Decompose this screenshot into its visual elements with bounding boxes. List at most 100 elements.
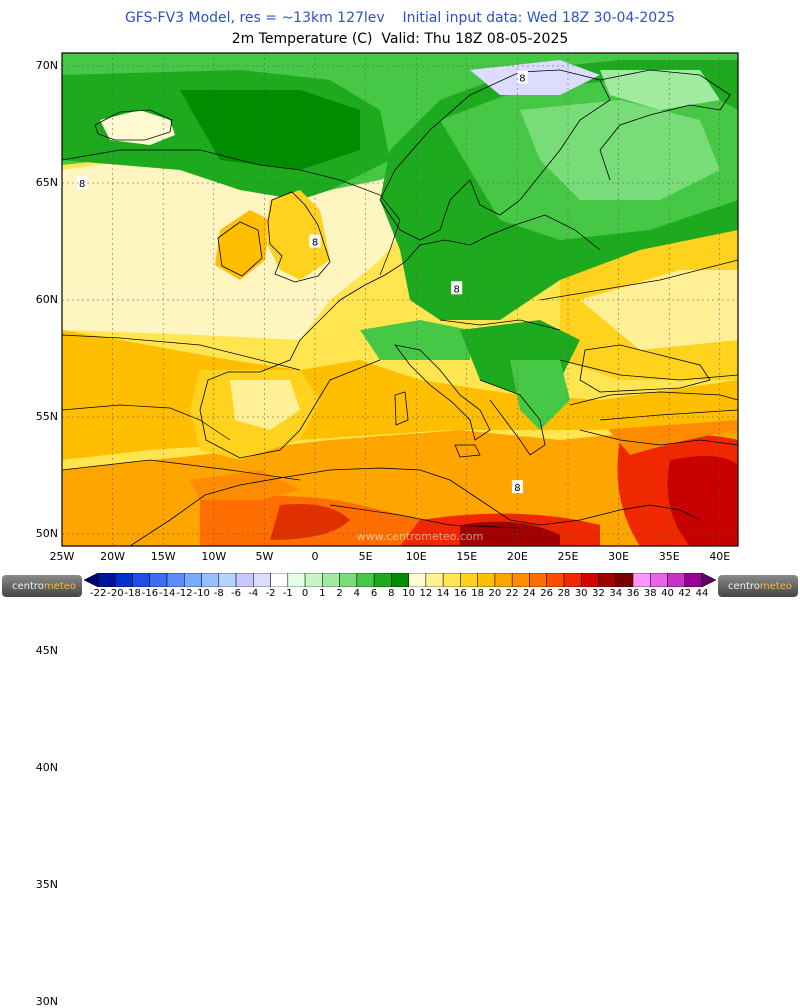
scale-swatch bbox=[322, 573, 340, 587]
latitude-label: 50N bbox=[35, 527, 58, 540]
scale-swatch bbox=[615, 573, 634, 587]
scale-tick-label: -16 bbox=[141, 588, 159, 599]
scale-swatch bbox=[356, 573, 375, 587]
scale-tick-label: 8 bbox=[388, 588, 395, 599]
longitude-label: 5W bbox=[255, 550, 274, 563]
scale-tick-label: 10 bbox=[402, 588, 415, 599]
contour-label: 8 bbox=[309, 234, 321, 249]
longitude-label: 5E bbox=[358, 550, 373, 563]
scale-tick-label: 6 bbox=[370, 588, 378, 599]
scale-swatch bbox=[598, 573, 616, 587]
scale-swatch bbox=[184, 573, 202, 587]
scale-tick-label: -20 bbox=[107, 588, 124, 599]
scale-swatch bbox=[270, 573, 289, 587]
scale-swatch bbox=[339, 573, 358, 587]
latitude-label: 30N bbox=[35, 995, 58, 1008]
scale-tick-label: 36 bbox=[626, 588, 640, 599]
scale-tick-label: -2 bbox=[265, 588, 276, 599]
scale-swatch bbox=[580, 573, 599, 587]
scale-swatch bbox=[477, 573, 496, 587]
logo-text-meteo: meteo bbox=[43, 580, 77, 592]
scale-swatch bbox=[460, 573, 478, 587]
logo-text-centro: centro bbox=[728, 580, 760, 592]
color-scale bbox=[84, 573, 716, 587]
longitude-label: 10E bbox=[405, 550, 427, 563]
scale-swatch bbox=[132, 573, 151, 587]
scale-tick-label: 42 bbox=[678, 588, 692, 599]
logo-left: centro meteo bbox=[2, 575, 82, 597]
longitude-label: 35E bbox=[658, 550, 680, 563]
contour-label: 8 bbox=[451, 281, 463, 295]
scale-tick-label: -10 bbox=[193, 588, 210, 599]
scale-tick-label: 28 bbox=[557, 588, 571, 599]
scale-swatch bbox=[494, 573, 513, 587]
longitude-label: 20W bbox=[100, 550, 126, 563]
contour-label-box bbox=[511, 480, 523, 494]
scale-tick-label: 24 bbox=[523, 588, 536, 599]
scale-arrow-low bbox=[84, 573, 99, 587]
latitude-label: 70N bbox=[35, 59, 58, 72]
longitude-label: 25E bbox=[557, 550, 579, 563]
scale-tick-label: -8 bbox=[213, 588, 224, 599]
scale-tick-label: 34 bbox=[609, 588, 623, 599]
latitude-label: 60N bbox=[35, 293, 58, 306]
graticule bbox=[62, 53, 738, 546]
scale-tick-label: -12 bbox=[176, 588, 193, 599]
scale-swatch bbox=[166, 573, 185, 587]
scale-swatch bbox=[408, 573, 427, 587]
scale-tick-label: 44 bbox=[695, 588, 709, 599]
scale-tick-label: 4 bbox=[353, 588, 361, 599]
latitude-label: 45N bbox=[35, 644, 58, 657]
scale-swatch bbox=[201, 573, 220, 587]
logo-text-centro: centro bbox=[12, 580, 44, 592]
scale-tick-label: 40 bbox=[661, 588, 674, 599]
contour-label-box bbox=[76, 176, 88, 189]
scale-swatch bbox=[149, 573, 168, 587]
scale-swatch bbox=[425, 573, 444, 587]
longitude-label: 0 bbox=[311, 550, 319, 563]
scale-swatch bbox=[667, 573, 685, 587]
map-frame bbox=[61, 52, 739, 547]
longitude-label: 20E bbox=[506, 550, 528, 563]
longitude-label: 15E bbox=[456, 550, 478, 563]
scale-tick-label: 18 bbox=[471, 588, 485, 599]
scale-swatch bbox=[632, 573, 651, 587]
scale-tick-label: -4 bbox=[248, 588, 259, 599]
longitude-label: 40E bbox=[709, 550, 731, 563]
scale-swatch bbox=[115, 573, 133, 587]
scale-swatch bbox=[529, 573, 547, 587]
contour-label-box bbox=[516, 70, 528, 84]
scale-swatch bbox=[287, 573, 306, 587]
scale-swatch bbox=[235, 573, 254, 587]
scale-tick-label: 30 bbox=[574, 588, 588, 599]
scale-tick-label: 16 bbox=[454, 588, 467, 599]
scale-tick-label: 32 bbox=[592, 588, 605, 599]
contour-label: 8 bbox=[76, 176, 88, 190]
scale-swatch bbox=[373, 573, 392, 587]
logo-text-meteo: meteo bbox=[759, 580, 793, 592]
temperature-field bbox=[62, 53, 738, 546]
scale-swatch bbox=[511, 573, 530, 587]
latitude-label: 65N bbox=[35, 176, 58, 189]
longitude-label: 25W bbox=[49, 550, 75, 563]
contour-label-text: 8 bbox=[79, 179, 85, 190]
scale-swatch bbox=[253, 573, 271, 587]
latitude-label: 55N bbox=[35, 410, 58, 423]
contour-label: 8 bbox=[511, 480, 523, 494]
scale-swatch bbox=[546, 573, 565, 587]
map-subtitle: 2m Temperature (C) Valid: Thu 18Z 08-05-… bbox=[231, 31, 569, 47]
scale-tick-label: 22 bbox=[505, 588, 519, 599]
model-title: GFS-FV3 Model, res = ~13km 127lev Initia… bbox=[124, 10, 676, 26]
contour-label-box bbox=[451, 281, 463, 295]
scale-swatch bbox=[97, 573, 116, 587]
watermark: www.centrometeo.com bbox=[357, 530, 484, 543]
scale-tick-label: -1 bbox=[282, 588, 293, 599]
scale-swatch bbox=[649, 573, 668, 587]
scale-swatch bbox=[684, 573, 703, 587]
scale-tick-label: 12 bbox=[419, 588, 433, 599]
isotherms bbox=[62, 149, 738, 529]
longitude-label: 15W bbox=[150, 550, 176, 563]
scale-swatch bbox=[442, 573, 461, 587]
scale-tick-label: -6 bbox=[231, 588, 242, 599]
temperature-map: 888888881616161616162424 www.centrometeo… bbox=[61, 52, 739, 588]
